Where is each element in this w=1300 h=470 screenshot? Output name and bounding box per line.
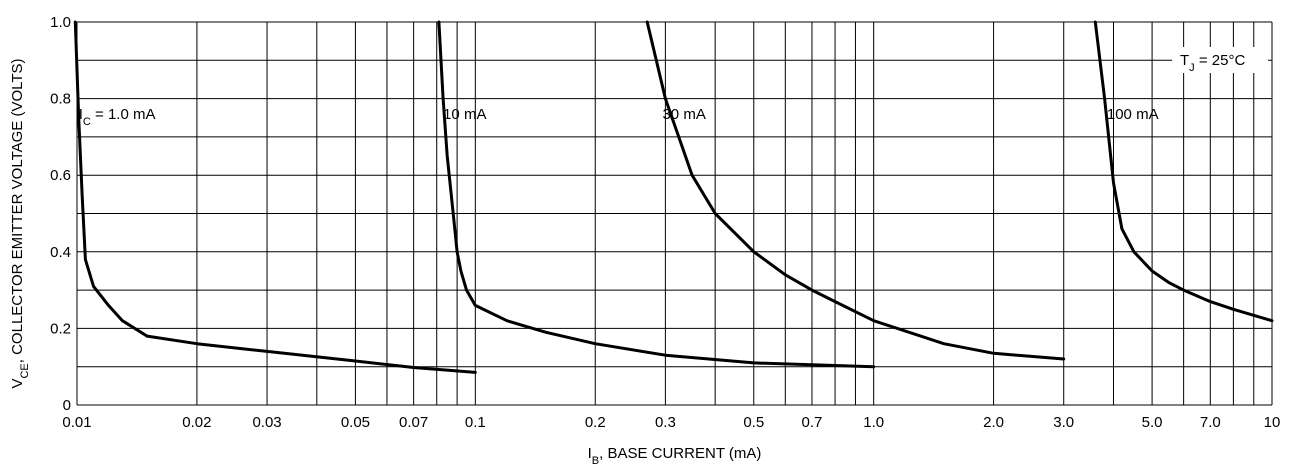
x-tick-labels: 0.01 0.02 0.03 0.05 0.07 0.1 0.2 0.3 0.5 0.7 1.0 2.… (62, 414, 1280, 431)
y-tick-label: 0.4 (50, 244, 71, 261)
series-line-2 (437, 20, 876, 369)
x-tick-label: 3.0 (1053, 414, 1074, 431)
y-axis-title-sub: CE (19, 363, 31, 378)
annotation-background (1172, 47, 1268, 73)
x-axis-title-rest: , BASE CURRENT (mA) (599, 445, 761, 462)
series-labels: IC = 1.0 mA 10 mA 30 mA 100 mA (79, 106, 1159, 128)
y-axis-title: VCE, COLLECTOR EMITTER VOLTAGE (VOLTS) (9, 58, 31, 388)
annotation-main: T (1180, 52, 1189, 69)
annotation-sub: J (1189, 62, 1195, 74)
series-label-4: 100 mA (1107, 106, 1159, 123)
x-tick-label: 0.7 (802, 414, 823, 431)
temperature-annotation: TJ = 25°C (1180, 52, 1245, 74)
series-label-main: I (79, 106, 83, 123)
x-tick-label: 0.03 (252, 414, 281, 431)
series-label-main: 30 mA (662, 106, 705, 123)
series-line-1 (73, 20, 477, 374)
series-label-main: 100 mA (1107, 106, 1159, 123)
x-tick-label: 1.0 (863, 414, 884, 431)
x-axis-title: IB, BASE CURRENT (mA) (588, 445, 762, 467)
x-tick-label: 5.0 (1142, 414, 1163, 431)
series-label-3: 30 mA (662, 106, 705, 123)
x-axis-title-main: I (588, 445, 592, 462)
y-tick-label: 0.6 (50, 167, 71, 184)
y-tick-label: 0 (63, 397, 71, 414)
x-tick-label: 0.07 (399, 414, 428, 431)
series-line-4 (1093, 20, 1274, 323)
series-label-sub: C (83, 116, 91, 128)
x-tick-label: 7.0 (1200, 414, 1221, 431)
grid (76, 21, 1273, 406)
x-tick-label: 10 (1264, 414, 1281, 431)
x-tick-label: 0.2 (585, 414, 606, 431)
series-label-1: IC = 1.0 mA (79, 106, 156, 128)
series-label-2: 10 mA (443, 106, 486, 123)
series-label-rest: = 1.0 mA (91, 106, 156, 123)
x-axis-title-sub: B (592, 455, 599, 467)
series-line-3 (645, 20, 1066, 361)
series-curves (73, 20, 1274, 374)
y-tick-label: 1.0 (50, 14, 71, 31)
y-axis-title-rest: , COLLECTOR EMITTER VOLTAGE (VOLTS) (9, 58, 26, 363)
x-tick-label: 0.01 (62, 414, 91, 431)
x-tick-label: 0.05 (341, 414, 370, 431)
annotation-rest: = 25°C (1195, 52, 1246, 69)
y-axis-title-main: V (9, 379, 26, 389)
x-tick-label: 0.1 (465, 414, 486, 431)
x-tick-label: 2.0 (983, 414, 1004, 431)
x-tick-label: 0.3 (655, 414, 676, 431)
y-tick-label: 0.2 (50, 320, 71, 337)
y-tick-label: 0.8 (50, 91, 71, 108)
x-tick-label: 0.02 (182, 414, 211, 431)
x-tick-label: 0.5 (743, 414, 764, 431)
series-label-main: 10 mA (443, 106, 486, 123)
y-tick-labels: 0 0.2 0.4 0.6 0.8 1.0 (50, 14, 71, 414)
